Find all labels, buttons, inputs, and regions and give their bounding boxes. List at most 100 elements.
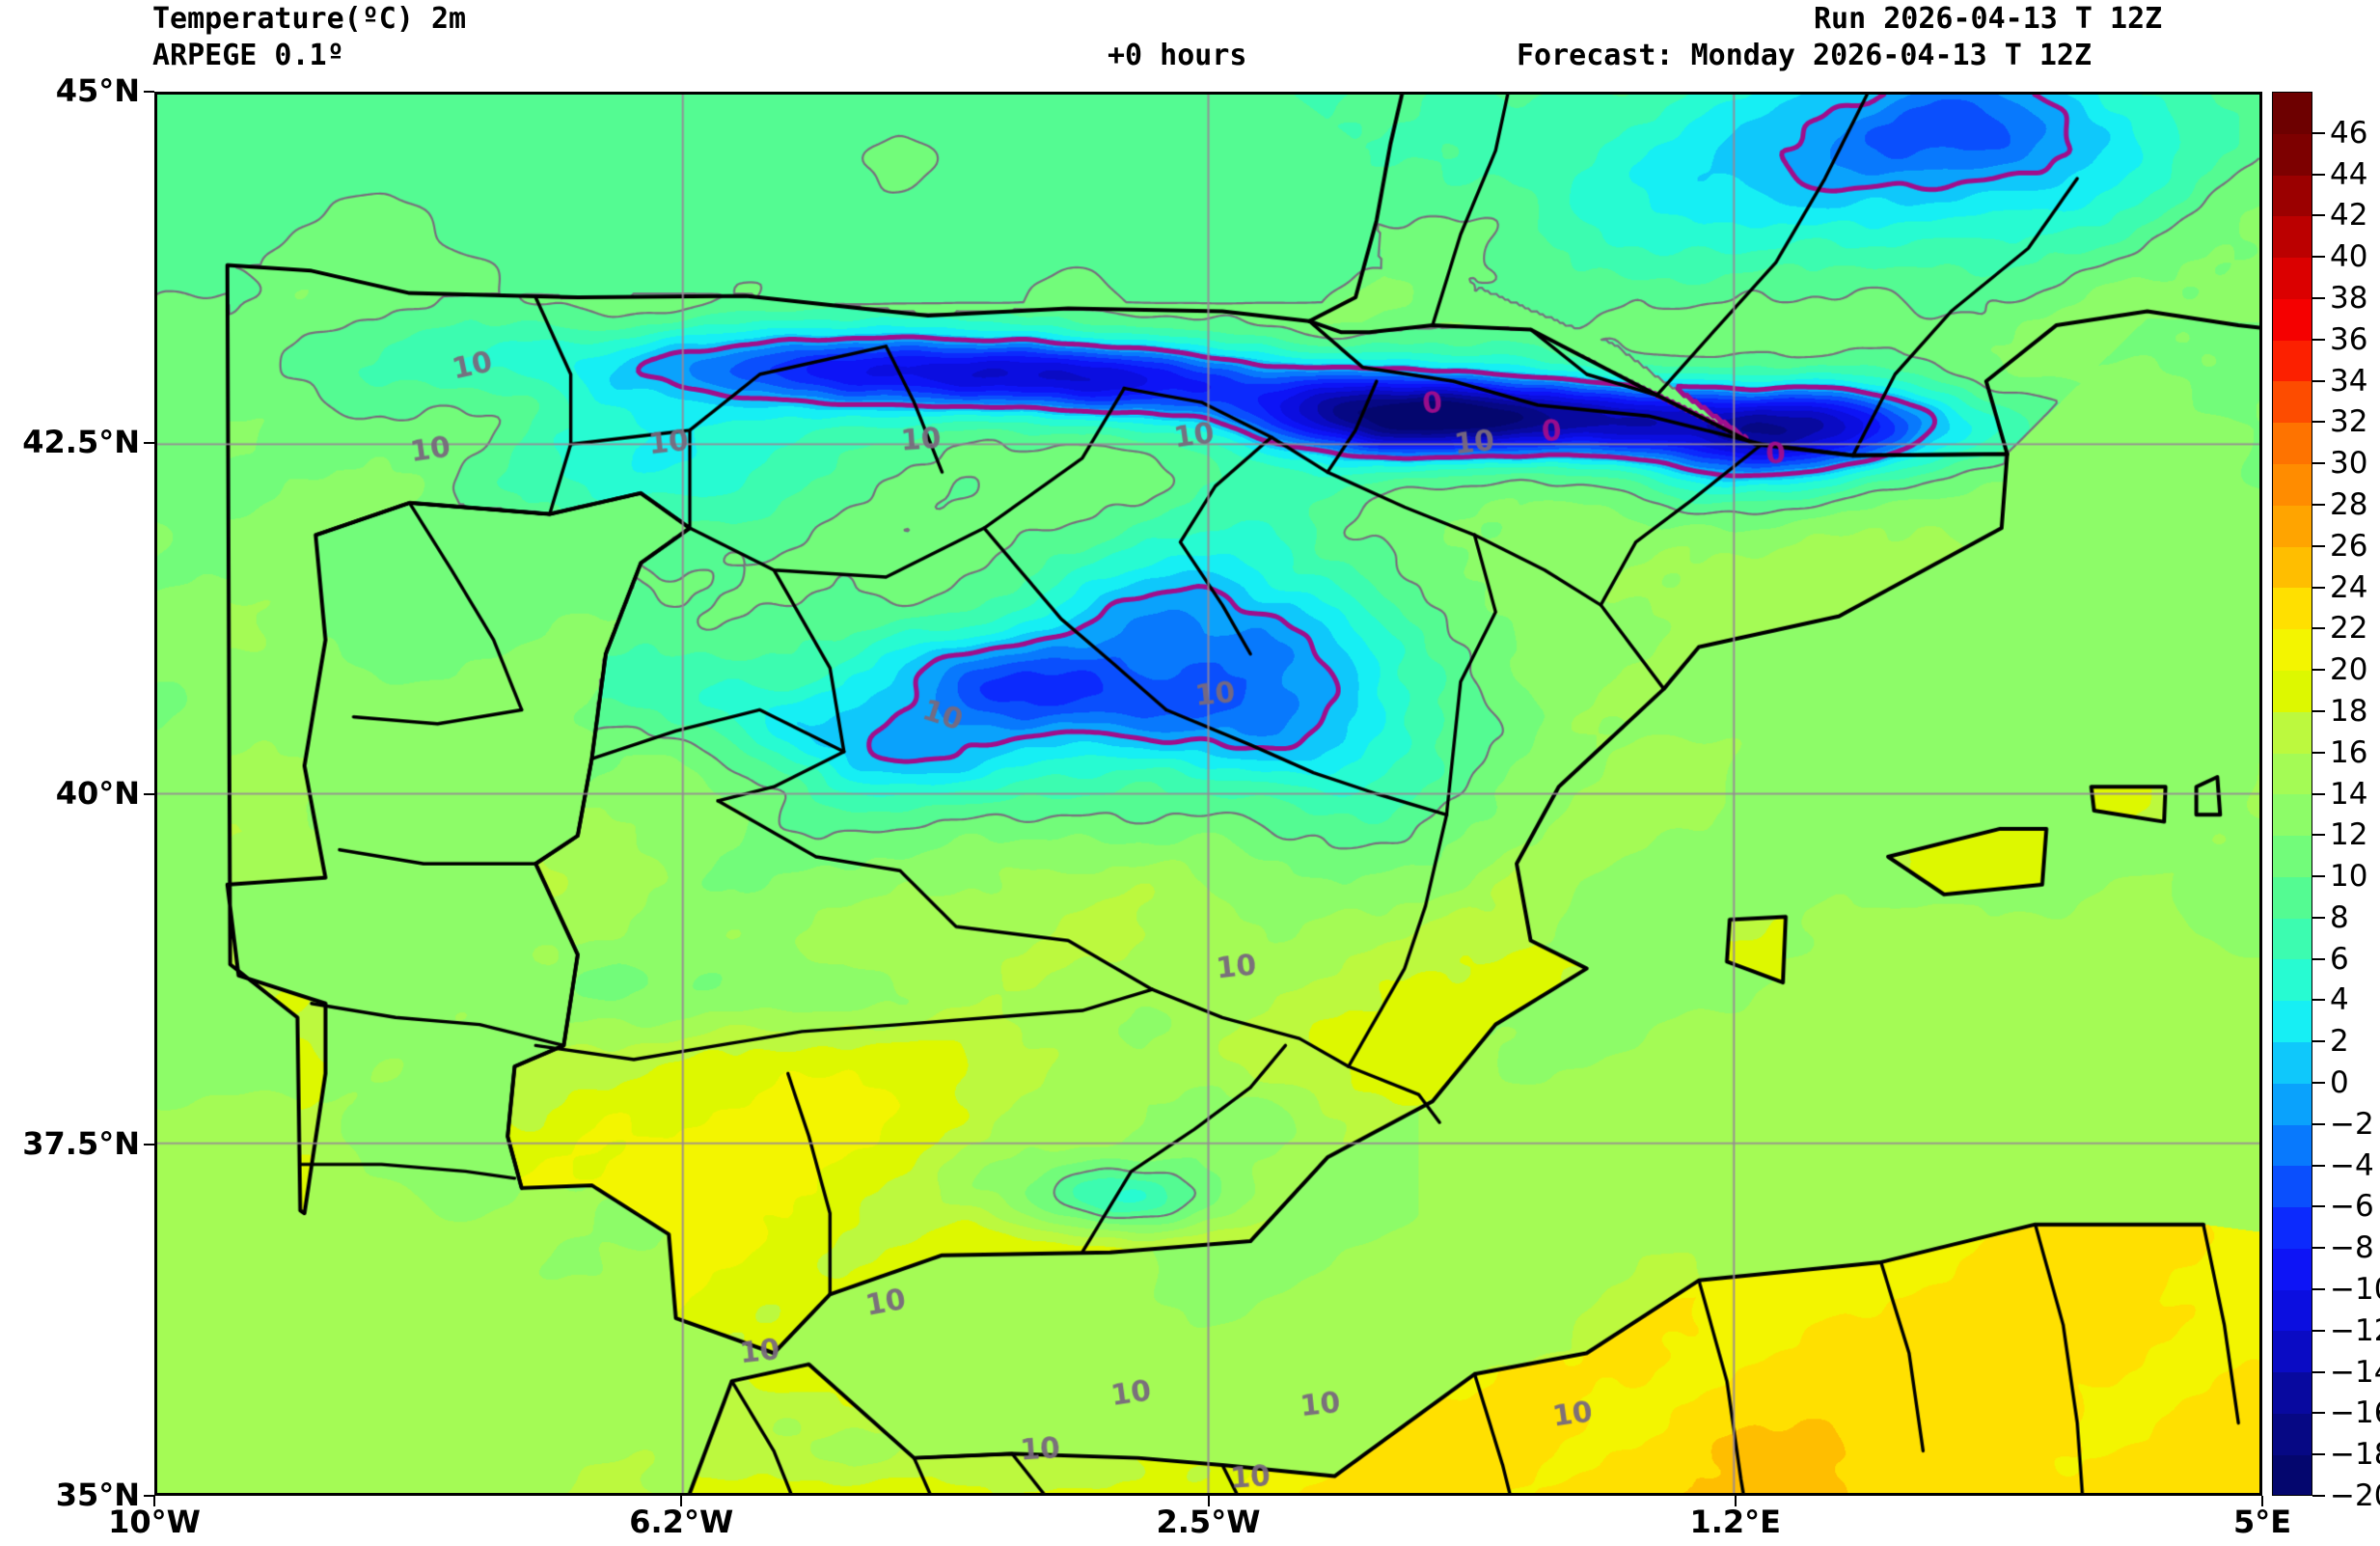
colorbar-band xyxy=(2273,753,2312,795)
colorbar-tick xyxy=(2312,1329,2325,1332)
colorbar-band xyxy=(2273,1331,2312,1373)
y-axis-label-2: 40°N xyxy=(55,774,140,812)
colorbar-tick xyxy=(2312,1205,2325,1208)
colorbar-tick-label-25: −4 xyxy=(2330,1147,2374,1183)
x-axis-label-2: 2.5°W xyxy=(1156,1504,1261,1540)
colorbar-tick-label-13: 20 xyxy=(2330,652,2368,688)
colorbar-band xyxy=(2273,1207,2312,1249)
colorbar-tick xyxy=(2312,1495,2325,1497)
chart-title: Temperature(ºC) 2m xyxy=(152,2,467,36)
colorbar-tick-label-28: −10 xyxy=(2330,1272,2380,1308)
colorbar-band xyxy=(2273,629,2312,671)
colorbar-tick xyxy=(2312,1453,2325,1456)
colorbar-tick-label-8: 30 xyxy=(2330,446,2368,482)
y-axis-tick xyxy=(144,441,154,444)
colorbar-band xyxy=(2273,340,2312,382)
colorbar-tick xyxy=(2312,875,2325,878)
colorbar-band xyxy=(2273,546,2312,589)
colorbar-tick xyxy=(2312,751,2325,754)
y-axis-tick xyxy=(144,91,154,93)
colorbar-band xyxy=(2273,1414,2312,1455)
colorbar-tick-label-31: −16 xyxy=(2330,1395,2380,1431)
colorbar-tick-label-21: 4 xyxy=(2330,982,2349,1018)
map-plot-area xyxy=(154,92,2262,1496)
colorbar-tick xyxy=(2312,1122,2325,1125)
colorbar-tick-label-9: 28 xyxy=(2330,486,2368,522)
y-axis-label-4: 35°N xyxy=(55,1477,140,1513)
colorbar-tick xyxy=(2312,131,2325,134)
x-axis-label-0: 10°W xyxy=(108,1504,201,1540)
x-axis-label-1: 6.2°W xyxy=(629,1504,734,1540)
colorbar-tick-label-3: 40 xyxy=(2330,239,2368,275)
colorbar-tick-label-27: −8 xyxy=(2330,1230,2374,1266)
colorbar-tick-label-29: −12 xyxy=(2330,1312,2380,1348)
colorbar-band xyxy=(2273,1166,2312,1208)
colorbar-band xyxy=(2273,711,2312,754)
colorbar-band xyxy=(2273,175,2312,217)
colorbar-tick-label-32: −18 xyxy=(2330,1437,2380,1473)
colorbar-tick-label-0: 46 xyxy=(2330,115,2368,151)
colorbar-tick-label-26: −6 xyxy=(2330,1189,2374,1225)
colorbar-tick-label-23: 0 xyxy=(2330,1065,2349,1101)
colorbar-tick xyxy=(2312,214,2325,217)
colorbar-tick-label-33: −20 xyxy=(2330,1478,2380,1513)
colorbar-tick-label-20: 6 xyxy=(2330,941,2349,977)
colorbar-tick xyxy=(2312,296,2325,299)
x-axis-label-4: 5°E xyxy=(2232,1504,2292,1540)
colorbar-tick-label-14: 18 xyxy=(2330,693,2368,729)
temperature-colorbar xyxy=(2272,92,2312,1496)
colorbar-tick xyxy=(2312,256,2325,259)
colorbar-band xyxy=(2273,836,2312,877)
colorbar-tick xyxy=(2312,338,2325,341)
colorbar-tick xyxy=(2312,379,2325,382)
y-axis-label-1: 42.5°N xyxy=(22,423,140,460)
colorbar-band xyxy=(2273,93,2312,134)
colorbar-band xyxy=(2273,258,2312,299)
colorbar-tick xyxy=(2312,1164,2325,1167)
colorbar-tick xyxy=(2312,462,2325,465)
y-axis-tick xyxy=(144,792,154,795)
colorbar-tick-label-7: 32 xyxy=(2330,404,2368,440)
x-axis-label-3: 1.2°E xyxy=(1689,1504,1782,1540)
forecast-valid-time: Forecast: Monday 2026-04-13 T 12Z xyxy=(1517,39,2093,72)
colorbar-tick-label-16: 14 xyxy=(2330,776,2368,812)
y-axis-label-3: 37.5°N xyxy=(22,1125,140,1163)
forecast-hours: +0 hours xyxy=(1108,39,1247,72)
model-label: ARPEGE 0.1º xyxy=(152,39,344,72)
colorbar-band xyxy=(2273,505,2312,547)
colorbar-band xyxy=(2273,1001,2312,1042)
colorbar-tick-label-19: 8 xyxy=(2330,899,2349,935)
colorbar-band xyxy=(2273,1248,2312,1290)
colorbar-band xyxy=(2273,794,2312,837)
y-axis-label-0: 45°N xyxy=(55,72,140,109)
colorbar-band xyxy=(2273,876,2312,919)
colorbar-band xyxy=(2273,423,2312,465)
colorbar-tick-label-11: 24 xyxy=(2330,569,2368,605)
colorbar-tick xyxy=(2312,834,2325,837)
colorbar-band xyxy=(2273,1454,2312,1495)
colorbar-tick xyxy=(2312,627,2325,630)
colorbar-tick xyxy=(2312,669,2325,672)
colorbar-tick-label-18: 10 xyxy=(2330,859,2368,895)
colorbar-band xyxy=(2273,959,2312,1002)
colorbar-tick-label-5: 36 xyxy=(2330,321,2368,357)
colorbar-tick-label-30: −14 xyxy=(2330,1354,2380,1390)
colorbar-band xyxy=(2273,918,2312,960)
colorbar-tick xyxy=(2312,1040,2325,1043)
colorbar-band xyxy=(2273,216,2312,259)
colorbar-band xyxy=(2273,298,2312,341)
colorbar-band xyxy=(2273,670,2312,712)
x-axis-tick xyxy=(153,1496,155,1506)
colorbar-tick xyxy=(2312,1247,2325,1250)
colorbar-tick xyxy=(2312,544,2325,547)
colorbar-tick-label-15: 16 xyxy=(2330,734,2368,770)
colorbar-tick xyxy=(2312,1370,2325,1373)
temperature-field-canvas xyxy=(157,95,2259,1493)
x-axis-tick xyxy=(680,1496,683,1506)
colorbar-band xyxy=(2273,1124,2312,1167)
colorbar-tick xyxy=(2312,957,2325,960)
colorbar-tick xyxy=(2312,916,2325,919)
colorbar-band xyxy=(2273,1372,2312,1414)
y-axis-tick xyxy=(144,1495,154,1497)
x-axis-tick xyxy=(1734,1496,1737,1506)
